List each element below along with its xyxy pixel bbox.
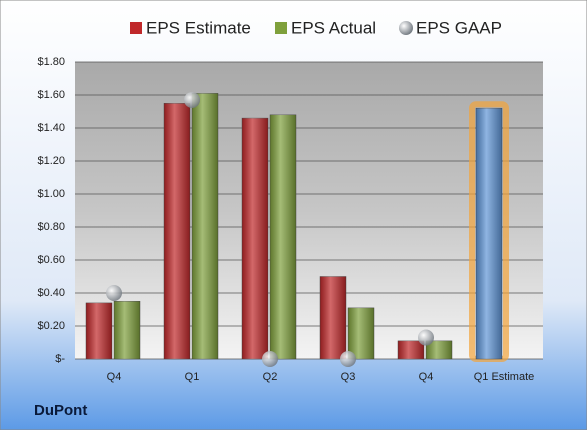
bar-shine bbox=[320, 276, 346, 359]
gaap-marker bbox=[418, 329, 434, 346]
legend-label: EPS Estimate bbox=[146, 18, 251, 37]
bar-shine bbox=[348, 307, 374, 359]
gaap-marker bbox=[106, 285, 122, 301]
y-tick-label: $1.40 bbox=[37, 122, 65, 134]
y-tick-label: $0.20 bbox=[37, 320, 65, 332]
y-tick-label: $1.00 bbox=[37, 188, 65, 200]
x-tick-label: Q2 bbox=[263, 371, 278, 383]
x-tick-label: Q1 Estimate bbox=[474, 371, 535, 383]
y-tick-label: $0.40 bbox=[37, 287, 65, 299]
bar-shine bbox=[426, 340, 452, 359]
plot-area bbox=[75, 62, 543, 359]
gaap-marker bbox=[262, 351, 278, 367]
legend-marker bbox=[399, 21, 413, 35]
legend-label: EPS Actual bbox=[291, 18, 376, 37]
gaap-marker bbox=[184, 91, 200, 108]
x-tick-label: Q1 bbox=[185, 371, 200, 383]
bar-shine bbox=[192, 93, 218, 359]
x-tick-label: Q3 bbox=[341, 371, 356, 383]
legend-marker bbox=[275, 22, 287, 34]
bar-shine bbox=[476, 108, 502, 359]
bar-shine bbox=[86, 302, 112, 359]
legend-label: EPS GAAP bbox=[416, 18, 502, 37]
y-tick-label: $1.20 bbox=[37, 155, 65, 167]
y-tick-label: $1.80 bbox=[37, 56, 65, 68]
legend-marker bbox=[130, 22, 142, 34]
gaap-marker bbox=[340, 351, 356, 367]
y-tick-label: $1.60 bbox=[37, 89, 65, 101]
bar-shine bbox=[242, 118, 268, 359]
caption: DuPont bbox=[34, 402, 87, 419]
bar-shine bbox=[164, 103, 190, 359]
bar-shine bbox=[398, 340, 424, 359]
bar-shine bbox=[114, 301, 140, 359]
y-tick-label: $0.60 bbox=[37, 254, 65, 266]
x-tick-label: Q4 bbox=[107, 371, 122, 383]
y-tick-label: $- bbox=[55, 353, 65, 365]
y-tick-label: $0.80 bbox=[37, 221, 65, 233]
x-tick-label: Q4 bbox=[419, 371, 434, 383]
bar-shine bbox=[270, 114, 296, 359]
